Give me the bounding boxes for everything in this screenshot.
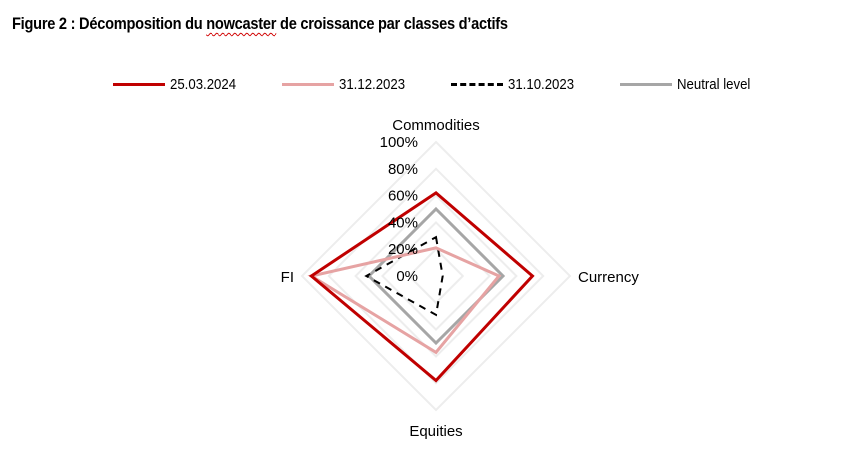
legend-swatch-solid-pink [282,82,334,86]
legend-swatch-solid-red [113,82,165,86]
series-neutral-level [366,206,506,346]
series-25-03-2024 [308,191,535,383]
series-31-10-2023 [364,235,444,317]
legend-label: 31.10.2023 [508,75,575,93]
title-prefix: Figure 2 : Décomposition du [12,14,207,33]
radial-tick-labels: 0% 20% 40% 60% 80% 100% [380,134,418,285]
legend-item-31-10-2023: 31.10.2023 [451,73,583,95]
axis-label-commodities: Commodities [392,117,480,134]
figure-title: Figure 2 : Décomposition du nowcaster de… [12,14,508,34]
legend-item-25-03-2024: 25.03.2024 [113,73,245,95]
radar-grid [300,140,572,412]
axis-label-currency: Currency [578,269,639,286]
series-31-12-2023 [307,246,502,355]
grid-ring [407,247,465,305]
radial-tick-label: 40% [388,214,418,231]
legend-swatch-solid-gray [620,82,672,86]
axis-label-fi: FI [281,269,294,286]
title-suffix: de croissance par classes d’actifs [276,14,508,33]
grid-ring [300,140,572,412]
legend-label: 31.12.2023 [339,75,406,93]
chart-legend: 25.03.2024 31.12.2023 31.10.2023 Neutral… [0,73,844,95]
title-underlined-word: nowcaster [206,14,277,33]
legend-label: 25.03.2024 [170,75,237,93]
legend-swatch-dashed-black [451,82,503,86]
legend-item-neutral-level: Neutral level [620,73,760,95]
legend-label: Neutral level [677,75,751,93]
radar-series [307,191,535,383]
grid-ring [354,194,518,358]
radial-tick-label: 60% [388,188,418,205]
radial-tick-label: 0% [396,268,418,285]
axis-label-equities: Equities [409,423,462,440]
radial-tick-label: 80% [388,161,418,178]
radial-tick-label: 100% [380,134,418,151]
radial-tick-label: 20% [388,241,418,258]
legend-item-31-12-2023: 31.12.2023 [282,73,414,95]
